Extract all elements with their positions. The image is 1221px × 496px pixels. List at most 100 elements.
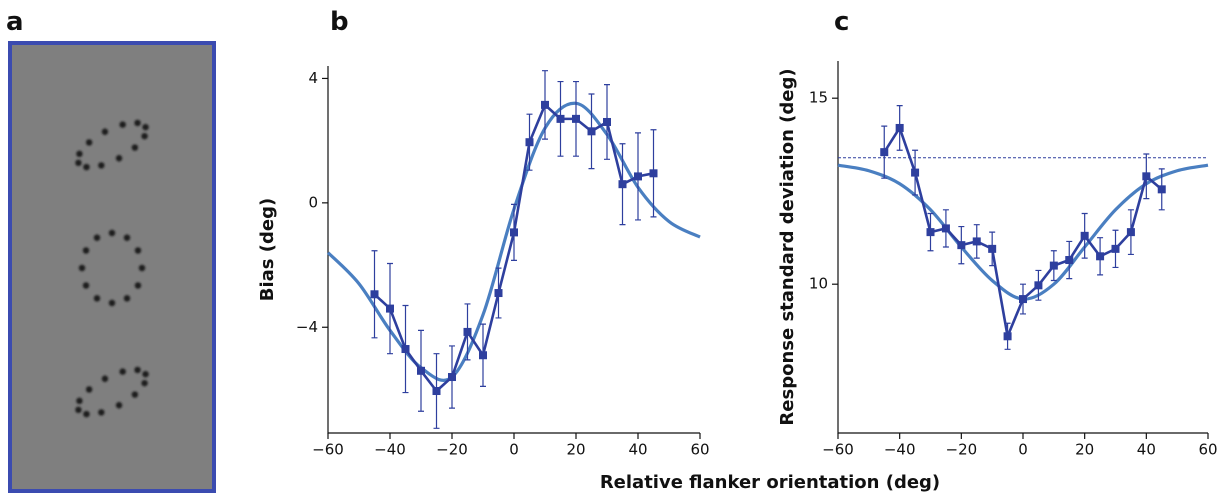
dot	[78, 264, 86, 272]
dot	[82, 282, 90, 289]
panel-label: a	[6, 7, 24, 37]
marker	[556, 114, 565, 123]
dot	[131, 144, 139, 151]
marker	[386, 304, 394, 313]
x-tick-label: −40	[374, 441, 406, 459]
dot	[101, 128, 109, 135]
marker	[649, 169, 658, 178]
dot	[115, 155, 123, 162]
dot	[141, 379, 148, 387]
dot	[83, 163, 90, 171]
dot	[101, 375, 109, 382]
axis-line	[837, 61, 1208, 434]
y-axis-label: Bias (deg)	[257, 198, 278, 301]
marker	[895, 123, 904, 132]
marker	[926, 228, 935, 237]
dot	[138, 264, 146, 272]
panel-label: c	[834, 7, 849, 37]
marker	[463, 327, 472, 336]
x-tick-label: −60	[312, 441, 344, 459]
dot	[85, 139, 93, 146]
marker	[370, 290, 379, 299]
marker	[494, 289, 503, 298]
marker	[1111, 244, 1120, 253]
dot	[108, 229, 116, 237]
dot	[115, 402, 123, 409]
marker	[479, 351, 487, 360]
y-tick-label: −4	[296, 318, 318, 336]
x-tick-label: 60	[690, 441, 709, 459]
marker	[417, 366, 425, 375]
x-tick-label: −60	[822, 441, 854, 459]
marker	[618, 180, 627, 189]
marker	[1126, 228, 1135, 237]
dot	[75, 406, 82, 414]
marker	[957, 241, 966, 250]
y-tick-label: 10	[809, 275, 828, 293]
marker	[972, 237, 981, 246]
marker	[541, 100, 549, 109]
x-tick-label: 20	[1075, 441, 1094, 459]
dot	[134, 247, 142, 254]
dot	[76, 150, 83, 158]
dot	[123, 234, 131, 241]
marker	[634, 172, 642, 181]
x-tick-label: 20	[566, 441, 585, 459]
marker	[880, 148, 889, 157]
dot	[123, 295, 131, 302]
dot	[93, 234, 101, 241]
dot	[119, 368, 126, 375]
marker	[510, 228, 518, 237]
y-tick-label: 0	[308, 193, 318, 211]
marker	[587, 127, 596, 136]
x-tick-label: 60	[1198, 441, 1217, 459]
marker	[572, 114, 580, 123]
stimulus-dots	[75, 119, 149, 418]
x-tick-label: 40	[628, 441, 647, 459]
marker	[1096, 252, 1105, 261]
x-tick-label: 40	[1137, 441, 1156, 459]
marker	[401, 345, 410, 354]
dot	[85, 386, 93, 393]
dot	[142, 370, 149, 378]
marker	[448, 373, 456, 382]
fit-curve	[837, 163, 1209, 301]
x-tick-label: 0	[509, 441, 519, 459]
marker	[911, 168, 920, 177]
y-tick-label: 15	[809, 89, 828, 107]
x-tick-label: −20	[946, 441, 978, 459]
x-tick-label: −40	[884, 441, 916, 459]
marker	[1049, 261, 1058, 270]
marker	[603, 117, 611, 126]
dot	[142, 123, 149, 131]
marker	[1019, 295, 1027, 304]
dot	[75, 159, 82, 167]
marker	[525, 138, 534, 147]
marker	[941, 224, 950, 233]
dot	[76, 397, 83, 405]
marker	[1003, 332, 1012, 341]
marker	[1157, 185, 1166, 194]
x-axis-label: Relative flanker orientation (deg)	[600, 472, 940, 493]
panel-label: b	[330, 7, 349, 37]
dot	[134, 366, 141, 374]
marker	[1034, 281, 1043, 290]
x-tick-label: −20	[436, 441, 468, 459]
marker	[432, 387, 441, 396]
dot	[134, 119, 141, 127]
x-tick-label: 0	[1018, 441, 1028, 459]
dot	[98, 409, 105, 416]
marker	[1065, 256, 1074, 265]
marker	[988, 244, 997, 253]
dot	[141, 132, 148, 140]
y-axis-label: Response standard deviation (deg)	[777, 68, 798, 425]
marker	[1080, 231, 1089, 240]
stimulus-panel	[8, 41, 216, 493]
y-tick-label: 4	[308, 69, 318, 87]
dot	[108, 299, 116, 307]
marker	[1142, 172, 1151, 181]
dot	[131, 391, 139, 398]
dot	[98, 162, 105, 169]
dot	[82, 247, 90, 254]
